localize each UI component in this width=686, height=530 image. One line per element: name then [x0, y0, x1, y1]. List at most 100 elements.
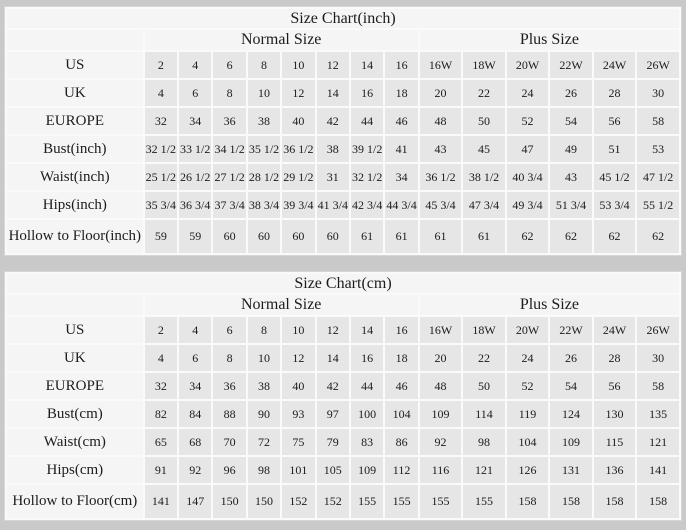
size-cell: 130 — [593, 401, 636, 427]
table-row: EUROPE 32 34 36 38 40 42 44 46 48 50 52 54 56 58 — [7, 108, 679, 134]
size-rows-cm: US 2 4 6 8 10 12 14 16 16W 18W 20W 22W 24W 26W UK 4 6 8 10 1… — [7, 317, 679, 518]
size-cell: 60 — [247, 220, 281, 253]
size-cell: 109 — [350, 457, 384, 483]
size-cell: 51 3/4 — [550, 192, 592, 218]
size-cell: 25 1/2 — [144, 164, 178, 190]
size-cell: 58 — [637, 108, 679, 134]
size-cell: 152 — [282, 485, 315, 518]
size-cell: 92 — [419, 429, 462, 455]
size-cell: 59 — [144, 220, 178, 253]
size-cell: 88 — [213, 401, 246, 427]
size-cell: 50 — [463, 373, 505, 399]
size-cell: 18W — [463, 317, 505, 343]
size-cell: 6 — [179, 345, 212, 371]
size-cell: 75 — [282, 429, 315, 455]
size-cell: 46 — [385, 108, 418, 134]
size-cell: 114 — [463, 401, 505, 427]
size-cell: 49 3/4 — [506, 192, 549, 218]
size-cell: 158 — [550, 485, 592, 518]
size-cell: 6 — [179, 80, 212, 106]
size-cell: 31 — [316, 164, 349, 190]
size-cell: 24 — [506, 345, 549, 371]
size-cell: 16W — [419, 317, 462, 343]
size-cell: 35 3/4 — [144, 192, 178, 218]
size-cell: 10 — [247, 345, 281, 371]
size-cell: 141 — [637, 457, 679, 483]
size-cell: 10 — [282, 317, 315, 343]
size-cell: 34 — [179, 373, 212, 399]
size-cell: 61 — [385, 220, 418, 253]
size-cell: 16 — [350, 345, 384, 371]
size-cell: 12 — [282, 80, 315, 106]
table-row: US 2 4 6 8 10 12 14 16 16W 18W 20W 22W 24W 26W — [7, 317, 679, 343]
size-cell: 40 — [282, 108, 315, 134]
size-cell: 36 1/2 — [419, 164, 462, 190]
size-cell: 36 — [213, 108, 246, 134]
size-cell: 16W — [419, 52, 462, 78]
section-normal-size: Normal Size — [144, 30, 418, 50]
table-row: Hollow to Floor(cm) 141 147 150 150 152 152 155… — [7, 485, 679, 518]
size-chart-cm-table: Size Chart(cm) Normal Size Plus Size US 2… — [5, 272, 681, 520]
size-cell: 121 — [637, 429, 679, 455]
row-label: US — [7, 52, 143, 78]
table-row: Bust(inch) 32 1/2 33 1/2 34 1/2 35 1/2 36 1/2… — [7, 136, 679, 162]
size-cell: 124 — [550, 401, 592, 427]
size-cell: 54 — [550, 108, 592, 134]
size-chart-inch-card: Size Chart(inch) Normal Size Plus Size U… — [4, 6, 682, 256]
size-chart-cm-card: Size Chart(cm) Normal Size Plus Size US 2… — [4, 271, 682, 521]
section-normal-size: Normal Size — [144, 295, 418, 315]
size-cell: 155 — [385, 485, 418, 518]
size-cell: 119 — [506, 401, 549, 427]
size-cell: 45 — [463, 136, 505, 162]
size-cell: 84 — [179, 401, 212, 427]
size-cell: 59 — [179, 220, 212, 253]
size-cell: 158 — [637, 485, 679, 518]
size-cell: 39 1/2 — [350, 136, 384, 162]
size-cell: 45 1/2 — [593, 164, 636, 190]
section-plus-size: Plus Size — [419, 30, 679, 50]
size-cell: 155 — [463, 485, 505, 518]
size-cell: 34 — [385, 164, 418, 190]
size-cell: 10 — [282, 52, 315, 78]
size-cell: 32 1/2 — [144, 136, 178, 162]
section-header-row: Normal Size Plus Size — [7, 30, 679, 50]
size-cell: 18 — [385, 80, 418, 106]
size-cell: 62 — [550, 220, 592, 253]
size-cell: 104 — [506, 429, 549, 455]
size-cell: 54 — [550, 373, 592, 399]
size-cell: 2 — [144, 317, 178, 343]
size-cell: 131 — [550, 457, 592, 483]
size-cell: 40 — [282, 373, 315, 399]
size-cell: 72 — [247, 429, 281, 455]
size-cell: 20 — [419, 80, 462, 106]
size-cell: 47 — [506, 136, 549, 162]
size-cell: 22 — [463, 80, 505, 106]
table-row: UK 4 6 8 10 12 14 16 18 20 22 24 26 28 30 — [7, 80, 679, 106]
row-label: Waist(cm) — [7, 429, 143, 455]
size-cell: 101 — [282, 457, 315, 483]
table-row: Bust(cm) 82 84 88 90 93 97 100 104 109 114 119 124 13… — [7, 401, 679, 427]
corner-cell — [7, 295, 143, 315]
size-cell: 109 — [550, 429, 592, 455]
size-cell: 68 — [179, 429, 212, 455]
size-cell: 100 — [350, 401, 384, 427]
size-cell: 47 1/2 — [637, 164, 679, 190]
size-cell: 12 — [282, 345, 315, 371]
size-cell: 49 — [550, 136, 592, 162]
size-cell: 121 — [463, 457, 505, 483]
table-title: Size Chart(cm) — [7, 274, 679, 293]
size-cell: 158 — [506, 485, 549, 518]
size-cell: 18 — [385, 345, 418, 371]
size-cell: 155 — [350, 485, 384, 518]
size-cell: 41 — [385, 136, 418, 162]
size-cell: 16 — [385, 52, 418, 78]
size-cell: 158 — [593, 485, 636, 518]
table-row: Hips(inch) 35 3/4 36 3/4 37 3/4 38 3/4 39 3/4… — [7, 192, 679, 218]
size-cell: 8 — [213, 80, 246, 106]
section-plus-size: Plus Size — [419, 295, 679, 315]
size-cell: 14 — [316, 80, 349, 106]
size-cell: 58 — [637, 373, 679, 399]
size-cell: 6 — [213, 52, 246, 78]
size-cell: 8 — [247, 317, 281, 343]
size-cell: 44 3/4 — [385, 192, 418, 218]
